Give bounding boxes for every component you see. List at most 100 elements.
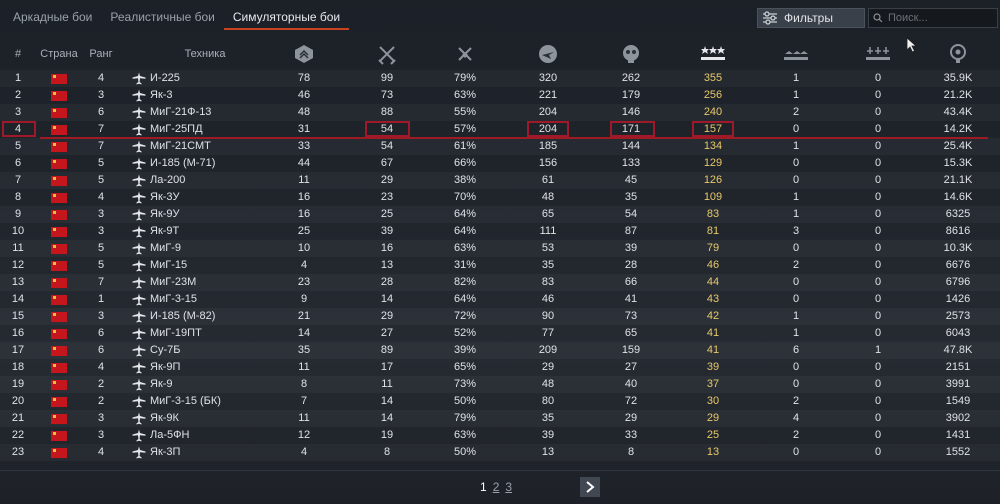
stat-value: 240 [703, 106, 723, 118]
vehicle-name[interactable]: МиГ-15 [150, 259, 188, 271]
stat-value: 6 [792, 344, 800, 356]
stat-value: 1 [792, 89, 800, 101]
page-2[interactable]: 2 [492, 480, 500, 494]
row-number: 22 [11, 429, 25, 441]
table-row[interactable]: 2 3 Як-3 46 73 63% 221 179 256 1 0 21.2K [0, 87, 1000, 104]
vehicle-name[interactable]: И-225 [150, 72, 180, 84]
stat-value: 11 [298, 412, 310, 424]
tab-arcade[interactable]: Аркадные бои [13, 10, 93, 24]
stat-value: 0 [792, 361, 800, 373]
stat-value: 89 [380, 344, 394, 356]
table-row[interactable]: 8 4 Як-3У 16 23 70% 48 35 109 1 0 14.6K [0, 189, 1000, 206]
search-box[interactable] [868, 8, 998, 28]
row-rank: 3 [97, 310, 105, 322]
stat-value: 2 [792, 259, 800, 271]
header-num[interactable]: # [14, 48, 22, 60]
vehicle-name[interactable]: Як-3П [150, 446, 181, 458]
table-row[interactable]: 11 5 МиГ-9 10 16 63% 53 39 79 0 0 10.3K [0, 240, 1000, 257]
table-row[interactable]: 17 6 Су-7Б 35 89 39% 209 159 41 6 1 47.8K [0, 342, 1000, 359]
stat-value: 99 [380, 72, 394, 84]
stat-value: 65 [624, 327, 638, 339]
vehicle-name[interactable]: Як-3 [150, 89, 173, 101]
table-row[interactable]: 7 5 Ла-200 11 29 38% 61 45 126 0 0 21.1K [0, 172, 1000, 189]
table-row[interactable]: 23 4 Як-3П 4 8 50% 13 8 13 0 0 1552 [0, 444, 1000, 461]
naval-kills-icon[interactable] [860, 38, 896, 70]
table-row[interactable]: 10 3 Як-9Т 25 39 64% 111 87 81 3 0 8616 [0, 223, 1000, 240]
vehicle-name[interactable]: МиГ-9 [150, 242, 182, 254]
filters-button[interactable]: Фильтры [757, 8, 865, 28]
tab-realistic[interactable]: Реалистичные бои [110, 10, 215, 24]
vehicle-name[interactable]: МиГ-25ПД [150, 123, 203, 135]
stat-value: 30 [706, 395, 720, 407]
stat-value: 33 [297, 140, 311, 152]
table-row[interactable]: 19 2 Як-9 8 11 73% 48 40 37 0 0 3991 [0, 376, 1000, 393]
table-row[interactable]: 18 4 Як-9П 11 17 65% 29 27 39 0 0 2151 [0, 359, 1000, 376]
vehicle-name[interactable]: МиГ-23М [150, 276, 197, 288]
stat-value: 27 [624, 361, 638, 373]
vehicle-name[interactable]: Як-9К [150, 412, 179, 424]
page-3[interactable]: 3 [505, 480, 513, 494]
search-input[interactable] [886, 11, 990, 25]
stat-value: 0 [792, 157, 800, 169]
vehicle-name[interactable]: Ла-200 [150, 174, 186, 186]
table-row[interactable]: 13 7 МиГ-23М 23 28 82% 83 66 44 0 0 6796 [0, 274, 1000, 291]
win-rate-icon[interactable] [447, 38, 483, 70]
table-row[interactable]: 20 2 МиГ-3-15 (БК) 7 14 50% 80 72 30 2 0 1549 [0, 393, 1000, 410]
header-vehicle[interactable]: Техника [184, 48, 226, 60]
highlight-num [2, 121, 36, 137]
table-row[interactable]: 14 1 МиГ-3-15 9 14 64% 46 41 43 0 0 1426 [0, 291, 1000, 308]
stat-value: 0 [792, 174, 800, 186]
vehicle-name[interactable]: Су-7Б [150, 344, 181, 356]
vehicle-name[interactable]: Ла-5ФН [150, 429, 190, 441]
page-1[interactable]: 1 [480, 480, 487, 494]
vehicle-name[interactable]: Як-9Т [150, 225, 180, 237]
vehicle-name[interactable]: Як-9У [150, 208, 180, 220]
stat-value: 65 [541, 208, 555, 220]
stat-value: 73 [624, 310, 638, 322]
table-row[interactable]: 4 7 МиГ-25ПД 31 54 57% 204 171 157 0 0 14.2K [0, 121, 1000, 138]
table-row[interactable]: 21 3 Як-9К 11 14 79% 35 29 29 4 0 3902 [0, 410, 1000, 427]
table-row[interactable]: 3 6 МиГ-21Ф-13 48 88 55% 204 146 240 2 0 43.4K [0, 104, 1000, 121]
vehicle-name[interactable]: МиГ-21Ф-13 [150, 106, 212, 118]
battles-icon[interactable] [286, 38, 322, 70]
stat-value: 13 [380, 259, 394, 271]
table-row[interactable]: 15 3 И-185 (М-82) 21 29 72% 90 73 42 1 0 2573 [0, 308, 1000, 325]
vehicle-name[interactable]: И-185 (М-82) [150, 310, 216, 322]
stat-value: 16 [380, 242, 394, 254]
vehicle-name[interactable]: МиГ-21СМТ [150, 140, 211, 152]
vehicle-name[interactable]: Як-9П [150, 361, 181, 373]
air-kills-icon[interactable] [695, 38, 731, 70]
table-row[interactable]: 16 6 МиГ-19ПТ 14 27 52% 77 65 41 1 0 6043 [0, 325, 1000, 342]
row-number: 4 [14, 123, 22, 135]
stat-value: 185 [538, 140, 558, 152]
tab-simulator[interactable]: Симуляторные бои [223, 6, 350, 30]
vehicle-name[interactable]: МиГ-3-15 [150, 293, 197, 305]
table-row[interactable]: 12 5 МиГ-15 4 13 31% 35 28 46 2 0 6676 [0, 257, 1000, 274]
victories-icon[interactable] [369, 38, 405, 70]
table-row[interactable]: 1 4 И-225 78 99 79% 320 262 355 1 0 35.9K [0, 70, 1000, 87]
ground-kills-icon[interactable] [778, 38, 814, 70]
stat-value: 17 [380, 361, 394, 373]
table-row[interactable]: 22 3 Ла-5ФН 12 19 63% 39 33 25 2 0 1431 [0, 427, 1000, 444]
table-row[interactable]: 6 5 И-185 (М-71) 44 67 66% 156 133 129 0 0 15.3K [0, 155, 1000, 172]
vehicle-name[interactable]: Як-3У [150, 191, 180, 203]
score-icon[interactable] [940, 38, 976, 70]
vehicle-name[interactable]: Як-9 [150, 378, 173, 390]
stat-value: 48 [541, 378, 555, 390]
vehicle-name[interactable]: И-185 (М-71) [150, 157, 216, 169]
table-row[interactable]: 5 7 МиГ-21СМТ 33 54 61% 185 144 134 1 0 25.4K [0, 138, 1000, 155]
table-row[interactable]: 9 3 Як-9У 16 25 64% 65 54 83 1 0 6325 [0, 206, 1000, 223]
stat-value: 0 [792, 293, 800, 305]
stat-value: 57% [453, 123, 477, 135]
next-page-button[interactable] [580, 477, 600, 497]
deaths-icon[interactable] [613, 38, 649, 70]
row-rank: 7 [97, 140, 105, 152]
vehicle-name[interactable]: МиГ-19ПТ [150, 327, 202, 339]
respawns-icon[interactable] [530, 38, 566, 70]
ussr-flag-icon [51, 312, 67, 322]
vehicle-name[interactable]: МиГ-3-15 (БК) [150, 395, 221, 407]
header-rank[interactable]: Ранг [89, 48, 113, 60]
aircraft-icon [132, 140, 146, 153]
header-country[interactable]: Страна [40, 48, 78, 60]
row-rank: 5 [97, 157, 105, 169]
